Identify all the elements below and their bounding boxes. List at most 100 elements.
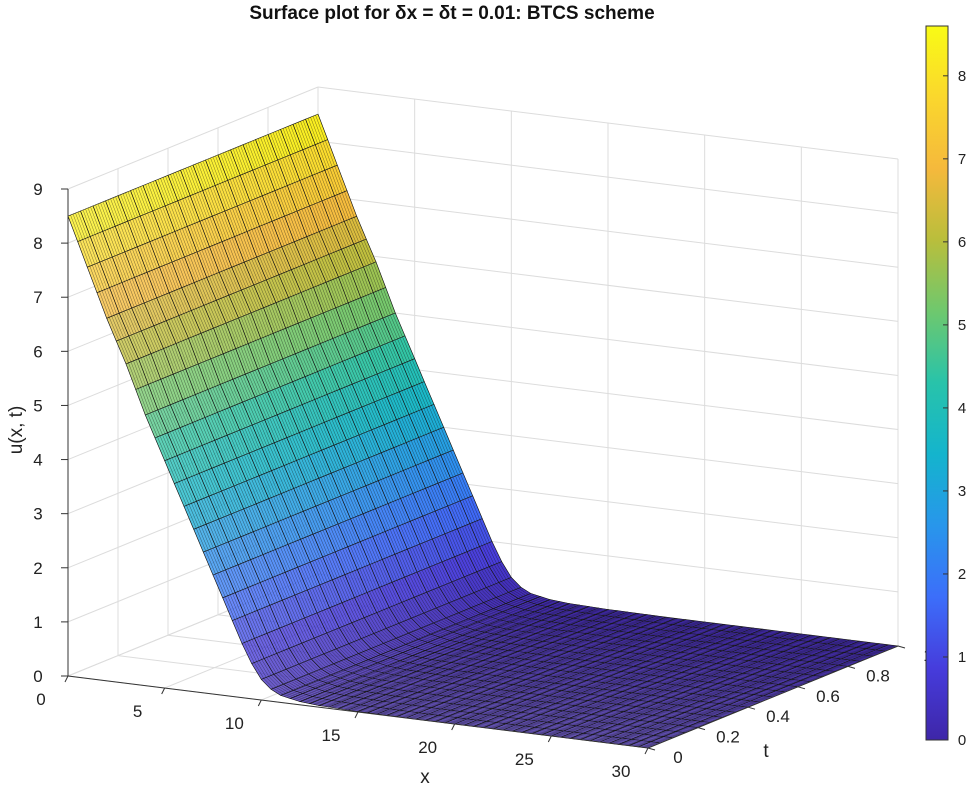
mesh-line [310,117,891,650]
colorbar-tick-label: 4 [958,400,966,417]
x-tick-label: 15 [322,726,341,745]
mesh-line [110,198,691,731]
mesh-line [175,172,756,705]
mesh-line [112,197,694,730]
mesh-line [307,118,889,651]
mesh-line [195,163,776,697]
colorbar-tick-label: 2 [958,566,966,583]
mesh-line [302,120,884,653]
y-tick-label: 0.4 [766,707,790,726]
z-tick-label: 9 [33,180,42,199]
mesh-line [267,134,849,667]
mesh-line [200,161,781,695]
mesh-line [285,127,866,660]
mesh-line [292,124,874,657]
mesh-line [117,195,699,728]
mesh-line [142,185,724,718]
z-tick-label: 1 [33,613,42,632]
mesh-line [77,211,659,745]
mesh-line [147,183,729,716]
x-axis-label: x [420,767,430,788]
mesh-line [317,114,899,647]
mesh-line [272,132,854,665]
z-tick-label: 7 [33,288,42,307]
colorbar-tick-label: 0 [958,732,966,749]
mesh-line [277,130,859,663]
mesh-line [185,168,766,701]
mesh-line [162,177,744,710]
mesh-line [95,204,676,737]
colorbar [925,25,949,741]
z-tick-label: 0 [33,667,42,686]
mesh-line [97,203,679,736]
mesh-line [155,180,736,713]
mesh-line [87,207,669,740]
x-tick-label: 20 [418,738,437,757]
mesh-line [220,153,801,686]
y-tick-label: 0.2 [716,728,740,747]
mesh-line [215,155,796,688]
y-tick-label: 0 [673,748,682,767]
mesh-line [160,178,741,711]
mesh-line [230,149,811,682]
mesh-line [135,188,716,721]
mesh-line [72,213,654,747]
mesh-line [305,119,886,652]
z-tick-label: 4 [33,451,42,470]
x-tick-label: 25 [515,750,534,769]
mesh-line [137,187,719,720]
mesh-line [265,135,846,668]
t-axis-line [647,645,899,749]
colorbar-tick-label: 3 [958,483,966,500]
mesh-line [260,137,841,670]
mesh-line [197,162,779,696]
mesh-line [182,169,764,702]
mesh-line [222,152,804,685]
mesh-line [280,129,861,662]
mesh-line [282,128,864,661]
mesh-line [287,126,869,659]
mesh-line [157,179,739,712]
mesh-line [275,131,856,664]
mesh-line [170,174,751,707]
mesh-line [90,206,671,739]
mesh-line [80,210,661,744]
mesh-line [257,138,839,671]
mesh-line [75,212,656,746]
mesh-line [297,122,879,655]
mesh-line [122,193,704,726]
mesh-line [120,194,701,727]
chart-title: Surface plot for δx = δt = 0.01: BTCS sc… [249,3,654,24]
mesh-line [127,191,709,724]
mesh-line [217,154,799,687]
mesh-line [245,143,826,676]
mesh-line [100,202,681,735]
mesh-line [140,186,721,719]
colorbar-tick-label: 7 [958,151,966,168]
colorbar-tick-label: 8 [958,68,966,85]
mesh-line [255,139,836,672]
mesh-line [312,116,894,649]
mesh-line [105,200,686,733]
colorbar-tick-label: 1 [958,649,966,666]
mesh-line [190,166,771,699]
mesh-line [227,150,809,683]
colorbar-tick-label: 6 [958,234,966,251]
z-tick-label: 5 [33,396,42,415]
mesh-line [240,145,821,678]
mesh-line [187,167,769,700]
colorbar-tick-label: 5 [958,317,966,334]
y-tick-label: 0.6 [816,687,840,706]
colorbar-ticks: 0 1 2 3 4 5 6 7 8 [943,68,966,749]
mesh-line [210,157,791,691]
z-tick-label: 6 [33,342,42,361]
x-tick-label: 0 [36,690,45,709]
mesh-line [85,208,666,742]
mesh-line [300,121,881,654]
mesh-line [250,141,831,674]
mesh-line [82,209,664,743]
mesh-line [315,115,896,648]
mesh-line [125,192,706,725]
